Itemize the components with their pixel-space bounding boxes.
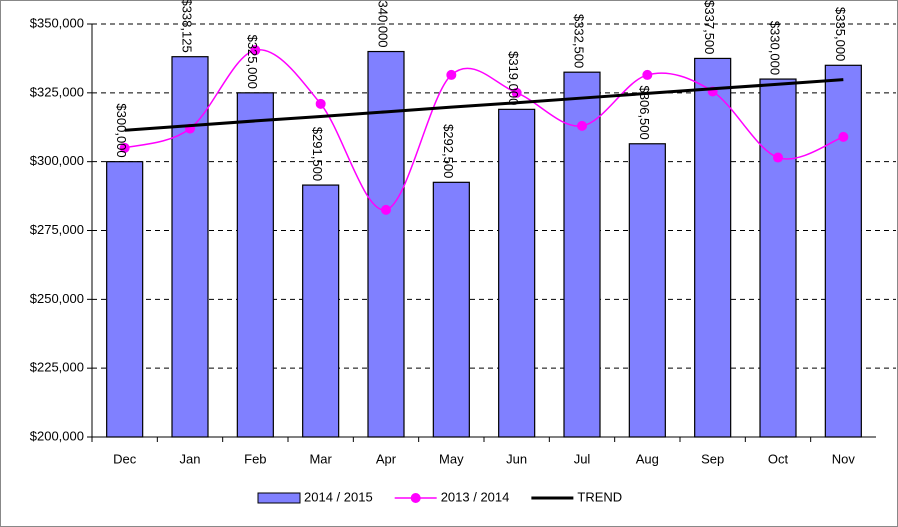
data-label: $319,000 [506, 51, 521, 105]
y-tick-label: $350,000 [30, 15, 84, 30]
legend-label: 2013 / 2014 [441, 489, 510, 504]
marker [642, 69, 653, 80]
bar [498, 108, 536, 438]
legend-swatch [257, 492, 301, 504]
line [124, 78, 844, 132]
y-tick-label: $300,000 [30, 153, 84, 168]
marker [315, 98, 326, 109]
marker [381, 204, 391, 215]
x-tick-label: Nov [832, 451, 856, 466]
data-label: $332,500 [572, 14, 587, 68]
data-label: $330,000 [768, 21, 783, 75]
legend-marker [410, 493, 421, 503]
bar [236, 92, 274, 438]
bar [759, 78, 797, 438]
y-tick-label: $225,000 [30, 360, 84, 375]
bar [432, 181, 470, 438]
bar [628, 143, 666, 438]
marker [838, 131, 849, 142]
x-tick-label: Mar [309, 451, 332, 466]
y-tick-label: $200,000 [30, 428, 84, 443]
x-tick-label: Oct [768, 451, 789, 466]
data-label: $325,000 [245, 35, 260, 89]
marker [250, 45, 261, 56]
y-tick-label: $250,000 [30, 291, 84, 306]
bar [563, 71, 601, 438]
x-tick-label: Apr [376, 451, 397, 466]
marker [773, 152, 783, 163]
legend-label: TREND [577, 489, 622, 504]
marker [446, 69, 457, 80]
bar [106, 161, 144, 438]
y-tick-label: $325,000 [30, 84, 84, 99]
bar [302, 184, 340, 438]
bar [367, 50, 405, 438]
marker [511, 87, 522, 98]
x-tick-label: May [439, 451, 464, 466]
x-tick-label: Aug [636, 451, 659, 466]
x-tick-label: Jul [574, 451, 591, 466]
data-label: $300,000 [114, 103, 129, 157]
data-label: $337,500 [702, 0, 717, 54]
data-label: $335,000 [833, 7, 848, 61]
bar [694, 57, 732, 438]
y-tick-label: $275,000 [30, 222, 84, 237]
legend-label: 2014 / 2015 [304, 489, 373, 504]
data-label: $338,125 [180, 0, 195, 53]
x-tick-label: Sep [701, 451, 724, 466]
data-label: $291,500 [310, 127, 325, 181]
x-tick-label: Jan [180, 451, 201, 466]
marker [119, 142, 130, 153]
x-tick-label: Jun [506, 451, 527, 466]
data-label: $292,500 [441, 124, 456, 178]
data-label: $306,500 [637, 86, 652, 140]
x-tick-label: Dec [113, 451, 137, 466]
data-label: $340,000 [376, 0, 391, 48]
bar [171, 56, 209, 438]
marker [577, 120, 587, 131]
bar [824, 64, 862, 438]
x-tick-label: Feb [244, 451, 266, 466]
